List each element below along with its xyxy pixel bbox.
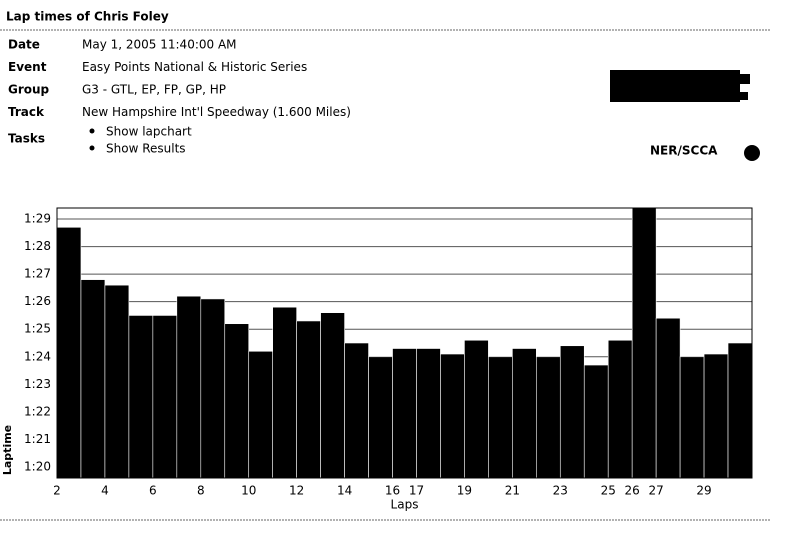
detail-label: Group (8, 83, 50, 97)
x-tick-label: 19 (457, 484, 472, 498)
bar (607, 339, 633, 478)
bar (655, 317, 681, 478)
x-tick-label: 10 (241, 484, 256, 498)
task-link[interactable]: Show Results (106, 142, 186, 156)
bar (727, 342, 752, 478)
bar (392, 348, 417, 478)
bar (559, 345, 585, 478)
y-tick-label: 1:24 (24, 349, 51, 363)
bar (440, 353, 465, 478)
y-tick-label: 1:23 (24, 377, 51, 391)
bar (272, 306, 297, 478)
y-tick-label: 1:29 (24, 212, 51, 226)
bar (296, 320, 321, 478)
bar (200, 298, 226, 478)
x-tick-label: 16 (385, 484, 400, 498)
detail-label: Track (8, 105, 45, 119)
x-tick-label: 8 (197, 484, 205, 498)
task-link[interactable]: Show lapchart (106, 125, 192, 139)
x-tick-label: 25 (601, 484, 616, 498)
organization: NER/SCCA (650, 144, 718, 158)
details: Date May 1, 2005 11:40:00 AM Event Easy Poi… (8, 38, 351, 120)
x-tick-label: 23 (553, 484, 568, 498)
x-tick-label: 4 (101, 484, 109, 498)
detail-label: Date (8, 38, 40, 52)
bullet (89, 128, 95, 134)
bar (57, 226, 82, 478)
bar (583, 364, 609, 478)
x-tick-label: 14 (337, 484, 352, 498)
page-title: Lap times of Chris Foley (6, 10, 169, 24)
detail-value: G3 - GTL, EP, FP, GP, HP (82, 83, 226, 97)
y-tick-label: 1:20 (24, 459, 51, 473)
x-axis-title: Laps (391, 498, 419, 512)
bar (344, 342, 369, 478)
bar (512, 348, 537, 478)
detail-label: Tasks (8, 132, 45, 146)
detail-value: Easy Points National & Historic Series (82, 60, 307, 74)
x-tick-label: 2 (53, 484, 61, 498)
bar (631, 208, 657, 478)
bar (368, 356, 393, 478)
y-tick-label: 1:26 (24, 294, 51, 308)
bullet (89, 145, 95, 151)
logo (740, 74, 750, 84)
logo (740, 92, 748, 100)
chart: 1:20 1:21 1:22 1:23 1:24 1:25 1:26 1:27 1:28 1:29… (1, 207, 753, 512)
bar (176, 295, 202, 478)
x-tick-label: 12 (289, 484, 304, 498)
y-tick-label: 1:27 (24, 267, 51, 281)
bar (679, 356, 705, 478)
bar (703, 353, 729, 478)
bars (57, 208, 752, 478)
bar (152, 315, 178, 478)
logo (610, 70, 740, 102)
x-tick-label: 6 (149, 484, 157, 498)
bar (128, 315, 154, 478)
x-tick-label: 29 (696, 484, 711, 498)
y-axis-title: Laptime (1, 425, 14, 475)
x-tick-label: 21 (505, 484, 520, 498)
y-tick-label: 1:22 (24, 404, 51, 418)
bar (224, 323, 250, 478)
org-icon (744, 145, 760, 161)
detail-value: May 1, 2005 11:40:00 AM (82, 38, 237, 52)
x-tick-label: 26 (625, 484, 640, 498)
detail-value: New Hampshire Int'l Speedway (1.600 Mile… (82, 105, 351, 119)
bar (464, 339, 489, 478)
bar (536, 356, 561, 478)
plot-border (56, 207, 753, 479)
x-tick-label: 17 (409, 484, 424, 498)
y-tick-label: 1:28 (24, 239, 51, 253)
y-tick-label: 1:21 (24, 432, 51, 446)
x-tick-label: 27 (648, 484, 663, 498)
bar (488, 356, 513, 478)
bar (248, 350, 273, 478)
bar (320, 312, 345, 478)
detail-label: Event (8, 60, 47, 74)
bar (104, 284, 130, 478)
y-tick-label: 1:25 (24, 322, 51, 336)
bar (416, 348, 441, 478)
bar (80, 279, 106, 478)
